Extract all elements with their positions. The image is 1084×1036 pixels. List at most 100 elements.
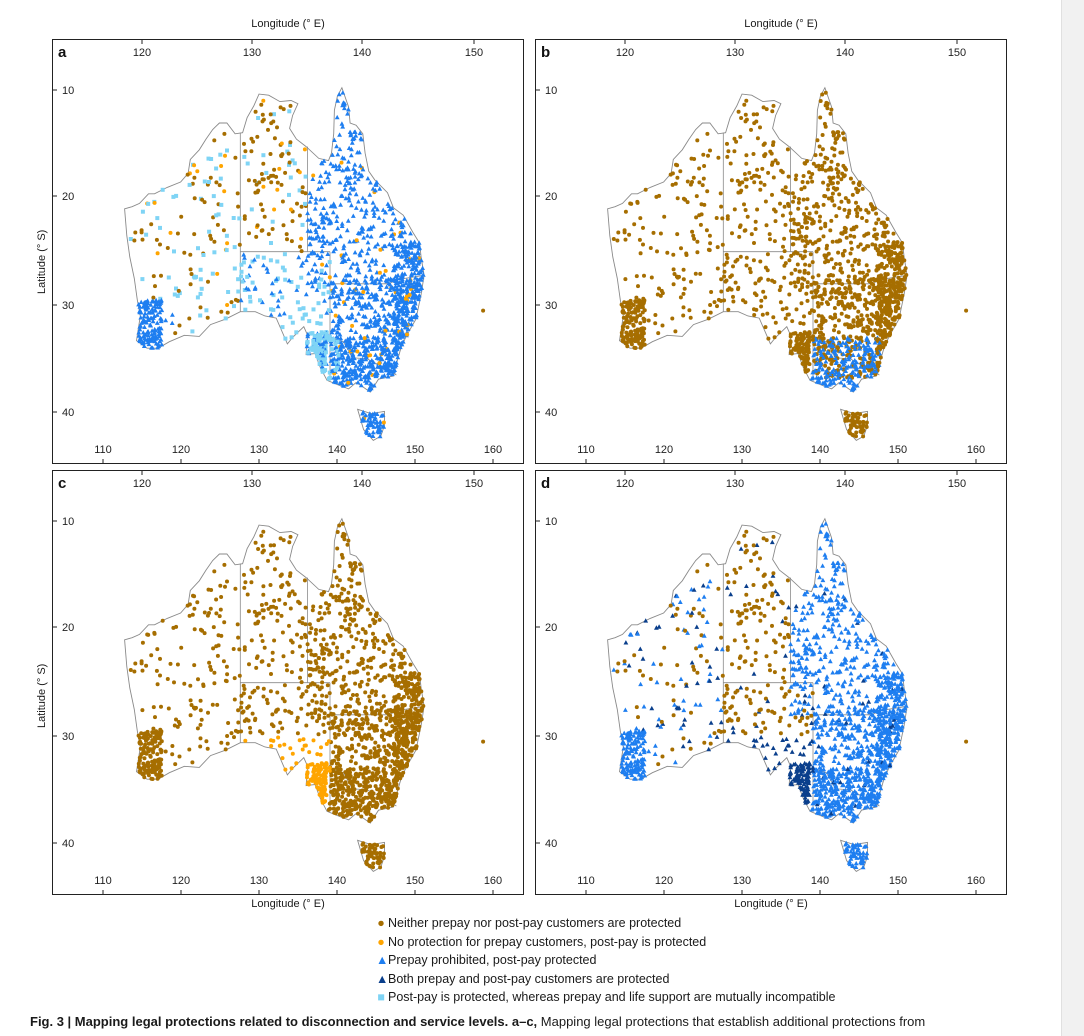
site-point — [338, 751, 342, 756]
site-point — [376, 744, 381, 749]
site-point — [846, 274, 851, 279]
site-point — [283, 277, 288, 282]
site-point — [753, 281, 758, 286]
site-point — [142, 324, 147, 329]
site-point — [818, 214, 822, 219]
site-point — [333, 594, 338, 599]
site-point — [242, 214, 247, 219]
site-point — [876, 337, 880, 342]
site-point — [330, 209, 336, 215]
site-point — [891, 300, 896, 305]
site-point — [368, 226, 374, 231]
site-point — [345, 314, 350, 319]
site-point — [359, 737, 364, 742]
site-point — [825, 373, 830, 379]
site-point — [324, 335, 329, 340]
site-point — [852, 382, 858, 387]
site-point — [811, 352, 816, 358]
site-point — [307, 622, 312, 627]
site-point — [372, 309, 378, 314]
site-point — [835, 180, 840, 185]
site-point — [354, 717, 359, 722]
site-point — [821, 355, 826, 360]
site-point — [356, 797, 361, 802]
site-point — [660, 323, 665, 328]
site-point — [320, 693, 325, 698]
site-point — [371, 791, 376, 796]
site-point — [317, 347, 322, 352]
site-point — [402, 271, 408, 276]
site-point — [306, 702, 311, 707]
site-point — [788, 281, 793, 286]
site-point — [223, 584, 227, 589]
site-point — [346, 792, 351, 797]
site-point — [657, 286, 661, 291]
site-point — [333, 323, 339, 328]
site-point — [281, 223, 286, 228]
site-point — [363, 375, 369, 380]
site-point — [869, 368, 874, 373]
site-point — [153, 341, 159, 346]
site-point — [375, 207, 380, 212]
site-point — [236, 277, 241, 282]
site-point — [374, 322, 380, 327]
site-point — [788, 332, 793, 337]
site-point — [151, 295, 156, 300]
site-point — [846, 413, 851, 418]
site-point — [903, 266, 908, 271]
site-point — [837, 238, 842, 243]
site-point — [870, 204, 875, 209]
site-point — [189, 703, 194, 707]
site-point — [733, 280, 738, 285]
site-point — [198, 698, 203, 703]
site-point — [715, 266, 720, 271]
site-point — [358, 371, 363, 377]
site-point — [351, 186, 357, 191]
site-point — [804, 353, 808, 358]
site-point — [214, 166, 219, 171]
site-point — [286, 151, 291, 156]
site-point — [320, 341, 326, 346]
site-point — [185, 603, 190, 608]
site-point — [632, 345, 637, 350]
site-point — [348, 696, 353, 701]
site-point — [351, 344, 357, 349]
site-point — [852, 346, 858, 351]
site-point — [643, 187, 648, 192]
site-point — [188, 713, 193, 718]
site-point — [743, 177, 748, 182]
site-point — [268, 152, 273, 156]
site-point — [819, 326, 824, 331]
site-point — [386, 783, 391, 788]
site-point — [846, 198, 851, 203]
site-point — [685, 179, 690, 184]
site-point — [416, 296, 421, 302]
site-point — [782, 236, 787, 241]
site-point — [848, 431, 853, 436]
site-point — [874, 347, 879, 352]
site-point — [852, 234, 857, 239]
site-point — [397, 680, 402, 685]
site-point — [738, 254, 743, 259]
site-point — [719, 204, 724, 209]
site-point — [743, 208, 748, 212]
site-point — [337, 728, 342, 733]
site-point — [895, 271, 900, 276]
site-point — [343, 273, 349, 278]
site-point — [836, 341, 842, 346]
site-point — [255, 254, 260, 259]
site-point — [353, 317, 359, 323]
site-point — [800, 282, 805, 287]
site-point — [634, 299, 639, 304]
site-point — [334, 218, 340, 223]
site-point — [201, 253, 206, 257]
site-point — [320, 648, 325, 653]
site-point — [697, 166, 702, 171]
site-point — [353, 802, 358, 807]
site-point — [317, 338, 322, 343]
site-point — [211, 646, 216, 651]
bottom-tick-label: 140 — [328, 444, 346, 456]
site-point — [207, 611, 211, 615]
site-point — [826, 273, 831, 278]
site-point — [656, 331, 661, 336]
